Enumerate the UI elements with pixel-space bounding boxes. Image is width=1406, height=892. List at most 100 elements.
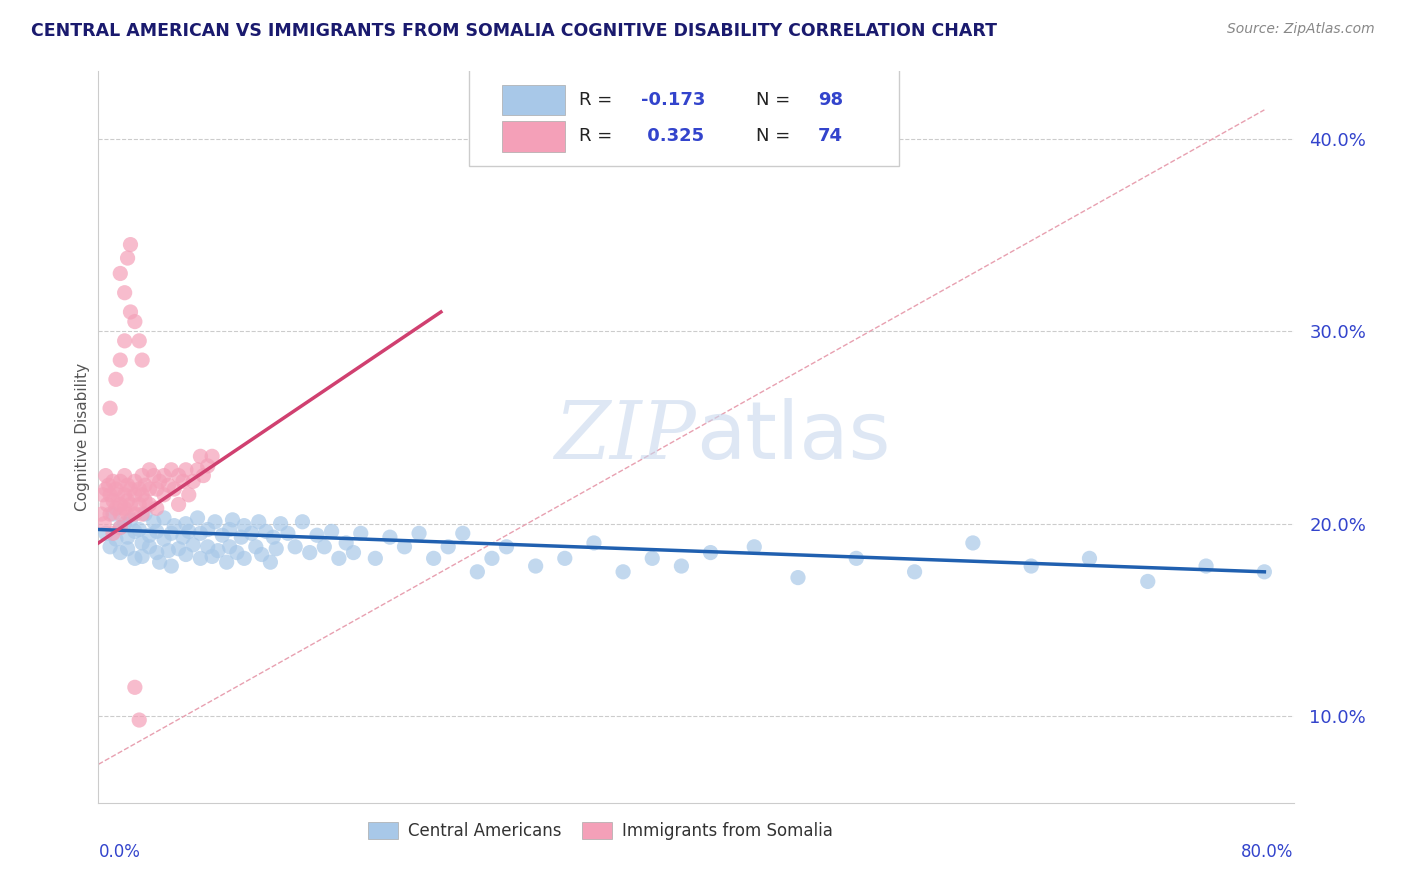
Text: N =: N = xyxy=(756,128,796,145)
Point xyxy=(225,545,247,559)
Point xyxy=(197,540,219,554)
Point xyxy=(157,478,180,492)
Point xyxy=(142,468,165,483)
Point xyxy=(437,540,460,554)
Point xyxy=(134,478,156,492)
Point xyxy=(117,541,139,556)
Text: 0.0%: 0.0% xyxy=(98,843,141,861)
Text: 74: 74 xyxy=(818,128,842,145)
Point xyxy=(177,524,200,539)
Point xyxy=(157,543,180,558)
Point xyxy=(181,538,204,552)
Point xyxy=(160,463,183,477)
Point xyxy=(98,401,121,416)
Point xyxy=(114,516,136,531)
Point xyxy=(163,518,186,533)
Point xyxy=(495,540,517,554)
Bar xyxy=(502,121,565,152)
Point xyxy=(291,515,314,529)
Point xyxy=(153,532,176,546)
Point xyxy=(128,523,150,537)
Text: R =: R = xyxy=(579,128,617,145)
Text: 0.325: 0.325 xyxy=(641,128,704,145)
Point xyxy=(93,516,115,531)
Point xyxy=(128,498,150,512)
Point xyxy=(378,530,401,544)
Point xyxy=(145,545,167,559)
Point xyxy=(207,543,229,558)
Point xyxy=(314,540,336,554)
Point xyxy=(128,713,150,727)
Point xyxy=(321,524,343,539)
Point xyxy=(153,488,176,502)
Point xyxy=(204,515,226,529)
Point xyxy=(149,555,172,569)
Point xyxy=(742,540,765,554)
Point xyxy=(231,530,253,544)
Point xyxy=(254,524,277,539)
Text: atlas: atlas xyxy=(696,398,890,476)
Point xyxy=(128,334,150,348)
Point xyxy=(117,493,139,508)
Point xyxy=(110,267,132,281)
Point xyxy=(787,571,810,585)
Point xyxy=(193,468,215,483)
Point xyxy=(104,501,127,516)
Point xyxy=(114,468,136,483)
Point xyxy=(305,528,328,542)
Point xyxy=(177,488,200,502)
Point xyxy=(138,540,160,554)
Point xyxy=(104,532,127,546)
Point xyxy=(117,507,139,521)
Point xyxy=(233,551,256,566)
Point xyxy=(105,488,128,502)
Point xyxy=(124,524,146,539)
Point xyxy=(298,545,321,559)
Point xyxy=(270,516,292,531)
Point xyxy=(114,334,136,348)
Text: R =: R = xyxy=(579,91,617,109)
Point xyxy=(247,515,270,529)
Point xyxy=(364,551,387,566)
Point xyxy=(142,515,165,529)
Point xyxy=(124,681,146,695)
Text: CENTRAL AMERICAN VS IMMIGRANTS FROM SOMALIA COGNITIVE DISABILITY CORRELATION CHA: CENTRAL AMERICAN VS IMMIGRANTS FROM SOMA… xyxy=(31,22,997,40)
Point xyxy=(350,526,373,541)
Point xyxy=(172,530,194,544)
Point xyxy=(124,475,146,489)
Point xyxy=(131,488,153,502)
Point xyxy=(124,488,146,502)
Point xyxy=(215,555,238,569)
Point xyxy=(110,520,132,534)
Point xyxy=(451,526,474,541)
Point xyxy=(284,540,307,554)
Point xyxy=(124,551,146,566)
Point xyxy=(342,545,364,559)
Point xyxy=(94,468,117,483)
Point xyxy=(94,526,117,541)
Point xyxy=(218,523,240,537)
Point xyxy=(110,475,132,489)
Point xyxy=(1253,565,1275,579)
Point xyxy=(120,513,142,527)
Point xyxy=(699,545,721,559)
Point xyxy=(211,528,233,542)
Point xyxy=(903,565,925,579)
Point xyxy=(131,468,153,483)
Point xyxy=(110,520,132,534)
Text: 80.0%: 80.0% xyxy=(1241,843,1294,861)
Point xyxy=(1195,559,1218,574)
Point xyxy=(245,540,267,554)
Point xyxy=(145,524,167,539)
Point xyxy=(160,559,183,574)
Point xyxy=(101,526,124,541)
Point xyxy=(612,565,634,579)
Point xyxy=(962,536,984,550)
Point xyxy=(98,488,121,502)
Point xyxy=(98,540,121,554)
Point xyxy=(524,559,547,574)
Point xyxy=(250,548,273,562)
Point xyxy=(124,315,146,329)
Point xyxy=(1136,574,1159,589)
Point xyxy=(117,478,139,492)
